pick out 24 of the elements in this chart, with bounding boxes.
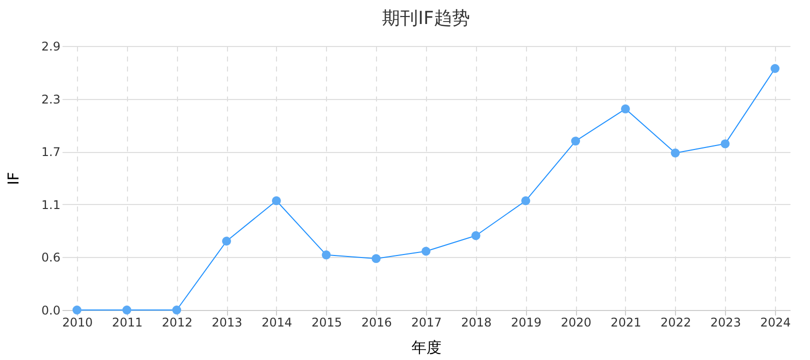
x-tick-label: 2014 [262,316,292,330]
x-tick-label: 2019 [510,316,542,330]
x-tick-label: 2020 [560,316,592,330]
x-tick-label: 2024 [760,316,791,330]
x-tick-label: 2015 [312,316,342,330]
y-axis-title: IF [4,172,22,186]
y-tick-label: 1.1 [41,198,60,212]
x-tick-label: 2013 [212,316,242,330]
x-tick-label: 2011 [112,316,143,330]
x-tick-label: 2018 [461,316,492,330]
y-tick-label: 2.3 [41,92,60,106]
y-tick-label: 0.6 [41,250,60,265]
y-tick-label: 0.0 [41,304,60,318]
x-tick-label: 2010 [62,316,93,330]
x-axis-title: 年度 [412,338,442,356]
x-tick-label: 2021 [610,316,642,330]
x-tick-label: 2023 [710,316,741,330]
chart-title: 期刊IF趋势 [382,8,470,29]
y-tick-label: 2.9 [41,40,60,54]
y-tick-label: 1.7 [41,145,60,160]
x-tick-label: 2016 [361,316,392,330]
x-tick-label: 2012 [162,316,192,330]
x-tick-label: 2017 [411,316,442,330]
x-tick-label: 2022 [660,316,692,330]
